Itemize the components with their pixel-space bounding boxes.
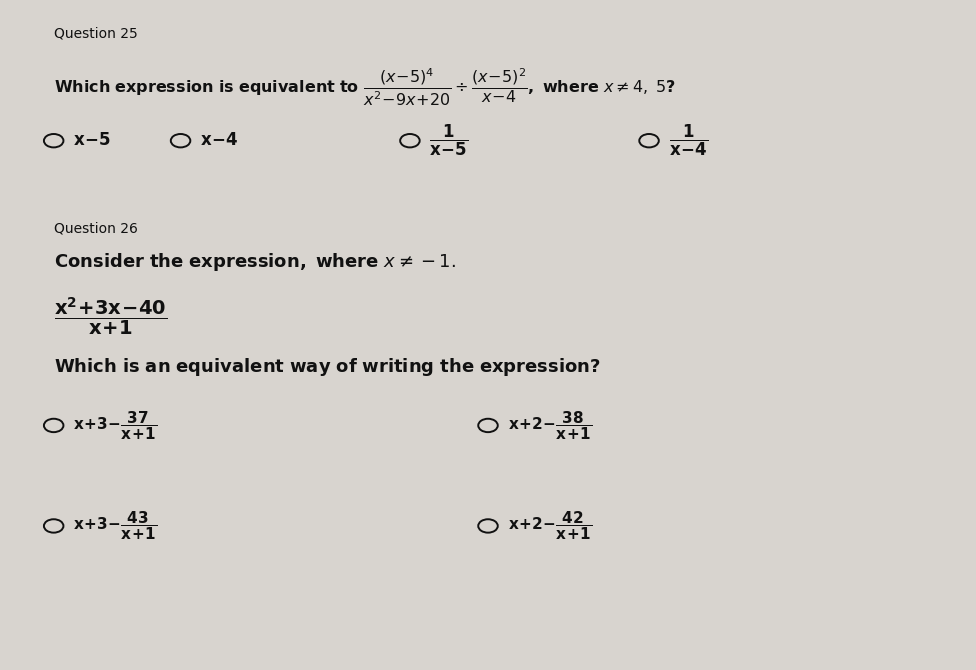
Text: $\mathbf{Which\ is\ an\ equivalent\ way\ of\ writing\ the\ expression?}$: $\mathbf{Which\ is\ an\ equivalent\ way\…: [54, 356, 600, 379]
Text: $\mathbf{x\!+\!3\!-\!\dfrac{37}{x\!+\!1}}$: $\mathbf{x\!+\!3\!-\!\dfrac{37}{x\!+\!1}…: [73, 409, 157, 442]
Text: Question 25: Question 25: [54, 27, 138, 41]
Text: $\mathbf{x\!-\!5}$: $\mathbf{x\!-\!5}$: [73, 132, 111, 149]
Text: $\mathbf{x\!-\!4}$: $\mathbf{x\!-\!4}$: [200, 132, 238, 149]
Text: Question 26: Question 26: [54, 221, 138, 235]
Text: $\mathbf{Which\ expression\ is\ equivalent\ to}\ $$\dfrac{(x\!-\!5)^4}{x^2\!-\!9: $\mathbf{Which\ expression\ is\ equivale…: [54, 67, 675, 109]
Text: $\mathbf{\dfrac{1}{x\!-\!5}}$: $\mathbf{\dfrac{1}{x\!-\!5}}$: [429, 123, 468, 158]
Text: $\mathbf{x\!+\!2\!-\!\dfrac{38}{x\!+\!1}}$: $\mathbf{x\!+\!2\!-\!\dfrac{38}{x\!+\!1}…: [508, 409, 591, 442]
Text: $\mathbf{\dfrac{x^2\!+\!3x\!-\!40}{x\!+\!1}}$: $\mathbf{\dfrac{x^2\!+\!3x\!-\!40}{x\!+\…: [54, 295, 167, 337]
Text: $\mathbf{x\!+\!3\!-\!\dfrac{43}{x\!+\!1}}$: $\mathbf{x\!+\!3\!-\!\dfrac{43}{x\!+\!1}…: [73, 510, 157, 542]
Text: $\mathbf{\dfrac{1}{x\!-\!4}}$: $\mathbf{\dfrac{1}{x\!-\!4}}$: [669, 123, 708, 158]
Text: $\mathbf{x\!+\!2\!-\!\dfrac{42}{x\!+\!1}}$: $\mathbf{x\!+\!2\!-\!\dfrac{42}{x\!+\!1}…: [508, 510, 591, 542]
Text: $\mathbf{Consider\ the\ expression,\ where}\ x \neq -1.$: $\mathbf{Consider\ the\ expression,\ whe…: [54, 251, 456, 273]
